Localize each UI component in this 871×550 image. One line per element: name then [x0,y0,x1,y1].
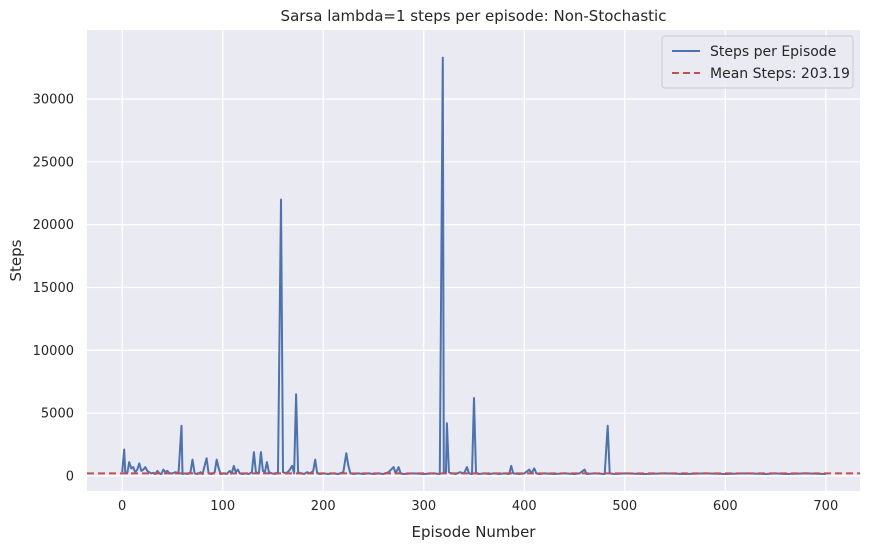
x-tick-label: 0 [118,499,126,514]
legend-label-mean: Mean Steps: 203.19 [710,66,850,82]
x-tick-label: 600 [713,499,738,514]
x-tick-label: 200 [311,499,336,514]
x-tick-label: 500 [612,499,637,514]
y-tick-label: 30000 [33,93,74,108]
legend [661,35,854,89]
y-tick-label: 0 [66,469,74,484]
y-tick-label: 15000 [33,281,74,296]
y-axis-label: Steps [7,239,25,281]
legend-label-steps: Steps per Episode [710,44,836,60]
x-tick-label: 100 [210,499,235,514]
x-tick-label: 300 [411,499,436,514]
y-tick-label: 10000 [33,344,74,359]
y-tick-label: 25000 [33,155,74,170]
chart-title: Sarsa lambda=1 steps per episode: Non-St… [281,7,667,25]
x-tick-label: 400 [512,499,537,514]
y-tick-label: 5000 [41,407,74,422]
x-tick-label: 700 [813,499,838,514]
y-tick-label: 20000 [33,218,74,233]
x-axis-label: Episode Number [412,523,537,541]
